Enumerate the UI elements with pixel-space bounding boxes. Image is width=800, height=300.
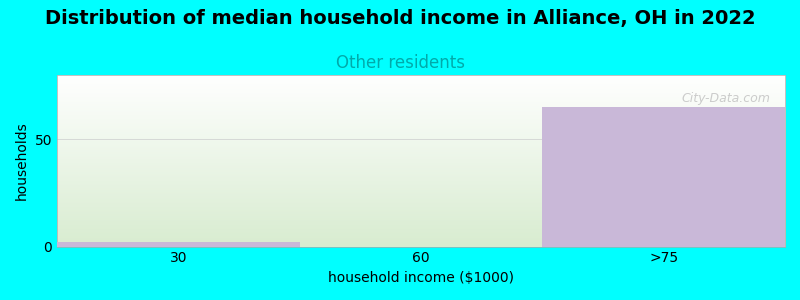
- X-axis label: household income ($1000): household income ($1000): [328, 271, 514, 285]
- Bar: [542, 107, 785, 247]
- Text: City-Data.com: City-Data.com: [682, 92, 770, 105]
- Y-axis label: households: households: [15, 122, 29, 200]
- Bar: [57, 242, 300, 247]
- Text: Other residents: Other residents: [335, 54, 465, 72]
- Text: Distribution of median household income in Alliance, OH in 2022: Distribution of median household income …: [45, 9, 755, 28]
